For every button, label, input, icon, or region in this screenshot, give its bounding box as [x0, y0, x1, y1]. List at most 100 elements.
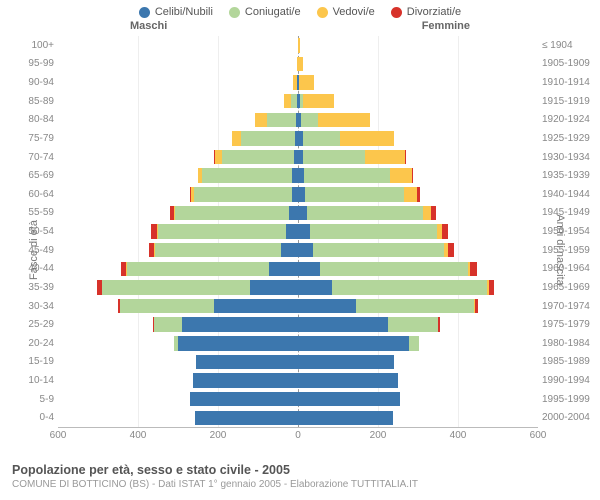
birth-label: 1960-1964 [542, 263, 596, 274]
segment [298, 373, 398, 388]
header-male: Maschi [130, 20, 167, 32]
segment [423, 206, 431, 221]
male-bar [58, 336, 298, 351]
legend-label: Coniugati/e [245, 6, 301, 18]
segment [190, 392, 298, 407]
age-row: 15-191985-1989 [58, 353, 538, 372]
segment [202, 168, 292, 183]
age-row: 70-741930-1934 [58, 148, 538, 167]
segment [448, 243, 454, 258]
female-bar [298, 262, 538, 277]
age-row: 55-591945-1949 [58, 204, 538, 223]
rows: 100+≤ 190495-991905-190990-941910-191485… [58, 36, 538, 427]
footer: Popolazione per età, sesso e stato civil… [12, 463, 588, 490]
female-bar [298, 206, 538, 221]
female-bar [298, 38, 538, 53]
age-row: 80-841920-1924 [58, 111, 538, 130]
age-label: 15-19 [20, 356, 54, 367]
birth-label: 1980-1984 [542, 338, 596, 349]
age-label: 90-94 [20, 77, 54, 88]
legend-item: Coniugati/e [229, 6, 301, 18]
segment [289, 206, 298, 221]
segment [340, 131, 394, 146]
male-bar [58, 206, 298, 221]
male-bar [58, 187, 298, 202]
segment [154, 317, 182, 332]
female-bar [298, 224, 538, 239]
age-row: 95-991905-1909 [58, 55, 538, 74]
segment [303, 94, 334, 109]
header-female: Femmine [422, 20, 470, 32]
segment [303, 131, 340, 146]
segment [232, 131, 241, 146]
segment [301, 113, 318, 128]
segment [158, 224, 286, 239]
segment [298, 299, 356, 314]
female-bar [298, 243, 538, 258]
chart-subtitle: COMUNE DI BOTTICINO (BS) - Dati ISTAT 1°… [12, 479, 588, 490]
segment [298, 243, 313, 258]
segment [215, 150, 222, 165]
birth-label: 1950-1954 [542, 226, 596, 237]
segment [442, 224, 448, 239]
legend-swatch [229, 7, 240, 18]
birth-label: 1930-1934 [542, 152, 596, 163]
segment [405, 150, 406, 165]
age-row: 40-441960-1964 [58, 260, 538, 279]
age-label: 60-64 [20, 189, 54, 200]
plot: 100+≤ 190495-991905-190990-941910-191485… [58, 36, 538, 428]
segment [356, 299, 474, 314]
age-label: 70-74 [20, 152, 54, 163]
x-tick: 200 [370, 430, 387, 441]
birth-label: 1995-1999 [542, 394, 596, 405]
legend-item: Celibi/Nubili [139, 6, 213, 18]
age-row: 0-42000-2004 [58, 409, 538, 428]
female-bar [298, 280, 538, 295]
male-bar [58, 299, 298, 314]
legend-label: Celibi/Nubili [155, 6, 213, 18]
segment [155, 243, 281, 258]
age-label: 50-54 [20, 226, 54, 237]
birth-label: 1940-1944 [542, 189, 596, 200]
age-label: 35-39 [20, 282, 54, 293]
birth-label: ≤ 1904 [542, 40, 596, 51]
legend-swatch [317, 7, 328, 18]
segment [284, 94, 291, 109]
male-bar [58, 262, 298, 277]
segment [431, 206, 436, 221]
segment [298, 411, 393, 426]
segment [303, 150, 365, 165]
x-tick: 600 [50, 430, 67, 441]
segment [489, 280, 495, 295]
x-tick: 600 [530, 430, 547, 441]
age-row: 25-291975-1979 [58, 315, 538, 334]
female-bar [298, 355, 538, 370]
x-tick: 0 [295, 430, 301, 441]
female-bar [298, 113, 538, 128]
segment [298, 317, 388, 332]
female-bar [298, 75, 538, 90]
age-label: 100+ [20, 40, 54, 51]
age-label: 20-24 [20, 338, 54, 349]
female-bar [298, 168, 538, 183]
male-bar [58, 168, 298, 183]
age-label: 45-49 [20, 245, 54, 256]
male-bar [58, 392, 298, 407]
age-row: 75-791925-1929 [58, 129, 538, 148]
segment [313, 243, 444, 258]
segment [299, 75, 314, 90]
chart-title: Popolazione per età, sesso e stato civil… [12, 463, 588, 477]
segment [438, 317, 440, 332]
age-row: 50-541950-1954 [58, 222, 538, 241]
age-label: 40-44 [20, 263, 54, 274]
age-row: 65-691935-1939 [58, 166, 538, 185]
female-bar [298, 317, 538, 332]
birth-label: 1975-1979 [542, 319, 596, 330]
segment [318, 113, 370, 128]
segment [298, 187, 305, 202]
segment [182, 317, 298, 332]
age-label: 55-59 [20, 207, 54, 218]
male-bar [58, 150, 298, 165]
female-bar [298, 187, 538, 202]
female-bar [298, 392, 538, 407]
